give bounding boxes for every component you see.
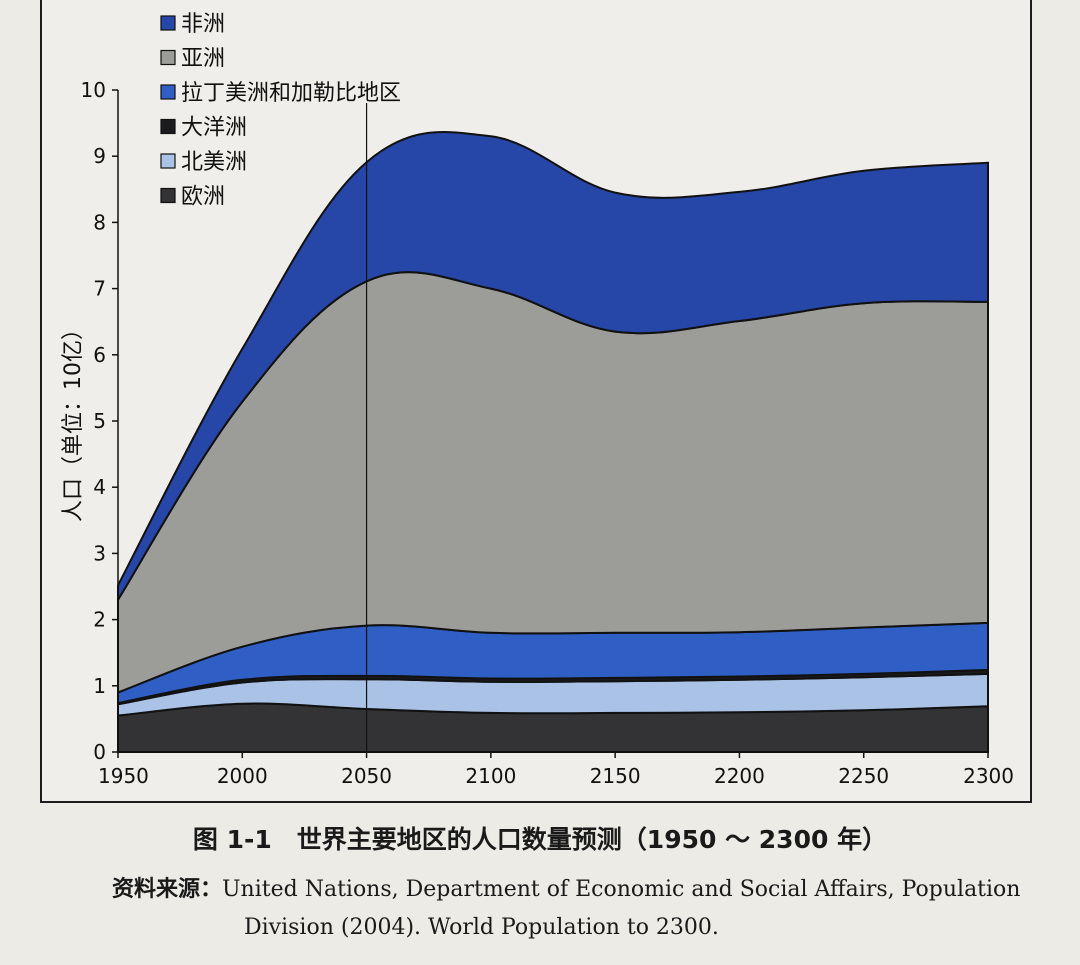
- x-tick-label: 1950: [98, 764, 149, 788]
- legend-label: 拉丁美洲和加勒比地区: [181, 81, 401, 106]
- y-tick-label: 7: [93, 277, 106, 301]
- legend-label: 北美洲: [181, 150, 247, 175]
- x-tick-label: 2000: [217, 764, 268, 788]
- source-line-1: United Nations, Department of Economic a…: [222, 877, 1021, 902]
- y-tick-label: 2: [93, 608, 106, 632]
- legend-swatch: [160, 118, 176, 135]
- y-tick-label: 9: [93, 144, 106, 168]
- source-line-2: Division (2004). World Population to 230…: [244, 915, 719, 940]
- source-prefix: 资料来源：: [112, 876, 223, 902]
- legend-label: 大洋洲: [181, 116, 247, 141]
- legend-swatch: [160, 187, 176, 204]
- source-note: 资料来源：United Nations, Department of Econo…: [112, 870, 1042, 947]
- figure-caption: 图 1-1 世界主要地区的人口数量预测（1950 ～ 2300 年）: [192, 825, 888, 854]
- y-tick-label: 6: [93, 343, 106, 367]
- legend-swatch: [160, 15, 176, 31]
- legend-item-europe: 欧洲: [160, 185, 225, 210]
- y-tick-label: 5: [93, 409, 106, 433]
- legend-swatch: [160, 84, 176, 100]
- legend-label: 非洲: [181, 12, 225, 37]
- legend-label: 亚洲: [181, 47, 225, 72]
- y-tick-label: 1: [93, 674, 106, 698]
- x-tick-label: 2050: [341, 764, 392, 788]
- y-tick-label: 3: [93, 541, 106, 565]
- legend-item-oceania: 大洋洲: [160, 116, 247, 141]
- x-tick-label: 2200: [714, 764, 765, 788]
- legend-item-north-america: 北美洲: [160, 150, 247, 175]
- y-tick-label: 10: [81, 78, 106, 102]
- x-tick-label: 2300: [963, 764, 1014, 788]
- legend-swatch: [160, 153, 176, 169]
- x-tick-label: 2250: [838, 764, 889, 788]
- legend-label: 欧洲: [181, 185, 225, 210]
- legend-item-asia: 亚洲: [160, 47, 225, 72]
- x-tick-label: 2100: [465, 764, 516, 788]
- x-tick-label: 2150: [590, 764, 641, 788]
- y-tick-label: 4: [93, 475, 106, 499]
- chart: 0 1 2 3 4 5 6 7 8 9 10 1950 2000 2050 2100 2150 2200 2250…: [61, 12, 1014, 788]
- y-tick-label: 8: [93, 210, 106, 234]
- legend-item-africa: 非洲: [160, 12, 225, 37]
- tick-labels: 0 1 2 3 4 5 6 7 8 9 10 1950 2000 2050 2100 2150 2200 2250…: [81, 78, 1014, 788]
- y-tick-label: 0: [93, 740, 106, 764]
- legend-swatch: [160, 49, 176, 66]
- legend-item-latin-america: 拉丁美洲和加勒比地区: [160, 81, 401, 106]
- stacked-areas: [117, 131, 989, 754]
- y-axis-label: 人口（单位：10亿）: [61, 318, 86, 522]
